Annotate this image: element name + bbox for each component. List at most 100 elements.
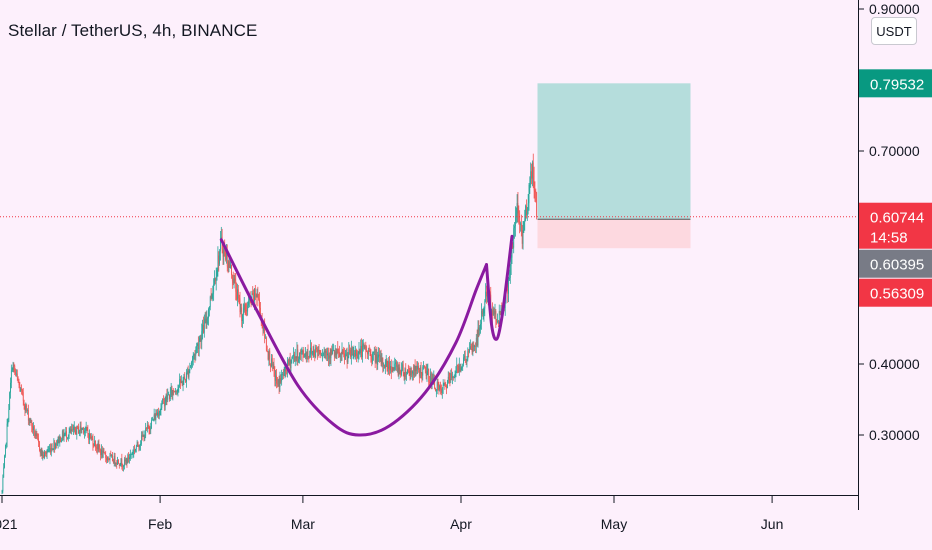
candle-body xyxy=(405,368,407,375)
candle-body xyxy=(195,349,197,356)
candle-body xyxy=(78,430,80,434)
candle-body xyxy=(256,294,258,298)
y-tick-label: 0.70000 xyxy=(869,143,920,159)
candle-body xyxy=(206,318,208,324)
candle-body xyxy=(511,245,513,258)
candle-body xyxy=(177,387,179,392)
candle-body xyxy=(49,448,50,450)
candle-body xyxy=(445,385,447,386)
candle-body xyxy=(210,296,212,299)
candle-body xyxy=(70,429,72,431)
candle-body xyxy=(166,395,168,400)
profit-zone[interactable] xyxy=(537,83,691,220)
candle-body xyxy=(388,361,390,369)
candle-body xyxy=(467,351,469,360)
position-zones xyxy=(537,83,691,249)
candle-body xyxy=(96,447,98,450)
price-tags: 0.79532 0.60744 14:58 0.60395 0.56309 xyxy=(859,69,932,307)
candle-body xyxy=(424,366,426,371)
candle-body xyxy=(16,373,18,378)
candle-body xyxy=(188,370,190,377)
candle-body xyxy=(481,311,482,325)
candle-body xyxy=(395,362,396,364)
cup-pattern-line[interactable] xyxy=(219,238,488,437)
loss-zone[interactable] xyxy=(537,219,691,249)
x-tick-label: Jun xyxy=(761,516,784,532)
candle-body xyxy=(356,350,357,357)
candle-body xyxy=(333,350,335,357)
candle-body xyxy=(493,308,495,315)
candle-body xyxy=(423,365,424,368)
candle-body xyxy=(392,367,394,372)
candle-body xyxy=(208,309,209,319)
candle-body xyxy=(19,385,21,392)
candle-body xyxy=(67,435,69,438)
candle-body xyxy=(315,347,317,357)
candle-body xyxy=(186,372,187,382)
candle-body xyxy=(214,278,215,285)
candle-body xyxy=(25,405,27,411)
candle-body xyxy=(259,299,260,308)
candle-body xyxy=(464,356,465,358)
candle-body xyxy=(373,351,374,354)
candle-body xyxy=(121,458,123,466)
candle-body xyxy=(46,452,48,455)
candle-body xyxy=(55,443,56,449)
candle-body xyxy=(27,410,29,421)
candle-body xyxy=(473,344,475,347)
candle-body xyxy=(494,311,496,315)
candle-body xyxy=(233,278,235,284)
candle-body xyxy=(8,409,10,422)
candle-body xyxy=(217,255,219,271)
candle-body xyxy=(159,409,161,414)
candle-body xyxy=(368,350,370,352)
candle-body xyxy=(462,364,464,368)
candle-body xyxy=(461,367,463,368)
candle-body xyxy=(404,368,406,377)
candle-body xyxy=(202,324,203,332)
candle-body xyxy=(240,307,242,313)
candle-body xyxy=(152,419,153,421)
candle-body xyxy=(353,353,355,355)
candle-body xyxy=(280,378,282,382)
candle-body xyxy=(436,381,438,391)
candle-body xyxy=(27,410,28,411)
candle-body xyxy=(359,349,361,353)
candle-body xyxy=(271,358,273,366)
candle-body xyxy=(56,442,58,446)
candle-body xyxy=(283,370,285,376)
handle-pattern-line[interactable] xyxy=(485,234,514,341)
candle-body xyxy=(246,310,248,312)
candle-body xyxy=(521,231,523,244)
candle-body xyxy=(93,445,95,447)
candle-body xyxy=(349,349,351,351)
candle-body xyxy=(186,371,188,373)
candle-body xyxy=(47,451,49,453)
candle-body xyxy=(400,370,402,375)
candle-body xyxy=(427,368,429,372)
candle-body xyxy=(181,381,183,386)
candle-body xyxy=(525,205,526,220)
candle-body xyxy=(63,434,65,438)
candle-body xyxy=(135,446,137,449)
candle-body xyxy=(442,384,444,389)
candle-body xyxy=(22,392,24,402)
candle-body xyxy=(441,388,443,393)
candle-body xyxy=(146,428,147,430)
currency-button[interactable]: USDT xyxy=(871,17,917,45)
candle-body xyxy=(398,367,400,375)
candle-body xyxy=(184,376,186,380)
candle-body xyxy=(77,425,79,427)
candle-body xyxy=(350,349,351,357)
candle-body xyxy=(323,350,325,355)
candle-body xyxy=(384,364,385,369)
entry-price-label: 0.60395 xyxy=(870,257,924,274)
candle-body xyxy=(266,350,268,352)
candle-body xyxy=(305,353,307,359)
candle-body xyxy=(288,358,290,365)
time-axis[interactable]: 2021 Feb Mar Apr May Jun xyxy=(0,496,783,532)
last-price-price-tag xyxy=(859,202,932,249)
price-axis[interactable]: 0.90000 0.70000 0.40000 0.30000 xyxy=(858,1,920,443)
candle-body xyxy=(286,369,288,372)
